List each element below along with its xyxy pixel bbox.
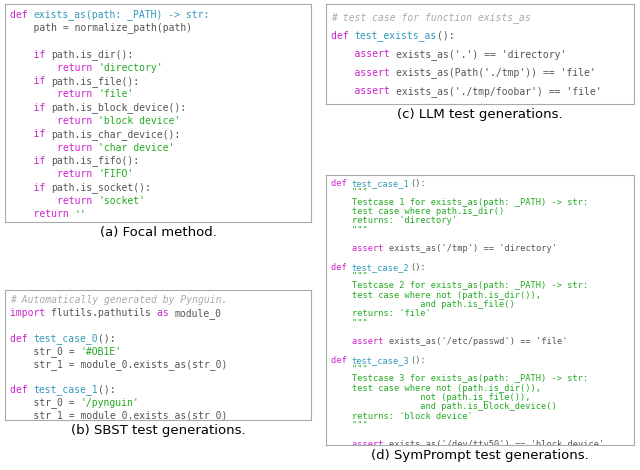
Text: """: """ <box>331 319 368 328</box>
Text: # test case for function exists_as: # test case for function exists_as <box>331 12 531 23</box>
Text: ():: (): <box>410 356 426 365</box>
Text: path = normalize_path(path): path = normalize_path(path) <box>10 23 192 33</box>
Text: return: return <box>10 209 75 219</box>
Text: exists_as('.') == 'directory': exists_as('.') == 'directory' <box>396 49 566 60</box>
Text: path.is_file():: path.is_file(): <box>51 76 140 86</box>
Text: def: def <box>331 356 352 365</box>
Text: exists_as('/tmp') == 'directory': exists_as('/tmp') == 'directory' <box>388 244 557 253</box>
Text: and path.is_block_device(): and path.is_block_device() <box>331 402 557 411</box>
Text: return: return <box>10 143 98 153</box>
Text: (a) Focal method.: (a) Focal method. <box>100 226 216 239</box>
Text: flutils.pathutils: flutils.pathutils <box>51 308 157 318</box>
Text: exists_as('/etc/passwd') == 'file': exists_as('/etc/passwd') == 'file' <box>388 337 567 346</box>
Text: assert: assert <box>331 439 388 448</box>
Text: test_case_0: test_case_0 <box>33 333 98 344</box>
Text: def: def <box>10 334 33 344</box>
Text: (d) SymPrompt test generations.: (d) SymPrompt test generations. <box>371 449 589 462</box>
Text: test_case_2: test_case_2 <box>352 263 410 272</box>
Text: test case where not (path.is_dir()),: test case where not (path.is_dir()), <box>331 384 541 393</box>
Text: if: if <box>10 49 51 60</box>
Text: path.is_block_device():: path.is_block_device(): <box>51 102 186 113</box>
Text: '/pynguin': '/pynguin' <box>81 398 140 408</box>
Text: Testcase 2 for exists_as(path: _PATH) -> str:: Testcase 2 for exists_as(path: _PATH) ->… <box>331 282 588 290</box>
Text: assert: assert <box>331 337 388 346</box>
Text: test_case_1: test_case_1 <box>352 179 410 188</box>
Text: module_0: module_0 <box>175 308 221 319</box>
Text: if: if <box>10 76 51 86</box>
Text: assert: assert <box>331 244 388 253</box>
Text: and path.is_file(): and path.is_file() <box>331 300 515 309</box>
Text: assert: assert <box>331 86 396 96</box>
Text: return: return <box>10 169 98 179</box>
Text: str_1 = module_0.exists_as(str_0): str_1 = module_0.exists_as(str_0) <box>10 410 227 421</box>
Text: 'socket': 'socket' <box>98 196 145 206</box>
Text: """: """ <box>331 421 368 430</box>
Text: ():: (): <box>98 385 116 395</box>
Text: as: as <box>157 308 175 318</box>
Text: def: def <box>10 10 33 20</box>
Text: test_case_1: test_case_1 <box>33 384 98 395</box>
Text: returns: 'directory': returns: 'directory' <box>331 216 457 225</box>
Text: returns: 'block device': returns: 'block device' <box>331 412 473 421</box>
Text: str_0 =: str_0 = <box>10 397 81 408</box>
Text: '#OB1E': '#OB1E' <box>81 346 122 357</box>
Text: def: def <box>331 179 352 188</box>
Text: path.is_char_device():: path.is_char_device(): <box>51 129 180 140</box>
Text: import: import <box>10 308 51 318</box>
Text: test_case_3: test_case_3 <box>352 356 410 365</box>
Text: ():: (): <box>436 31 454 41</box>
Text: test case where path.is_dir(): test case where path.is_dir() <box>331 207 504 216</box>
Text: """: """ <box>331 365 368 374</box>
Text: """: """ <box>331 188 368 197</box>
Text: if: if <box>10 103 51 113</box>
Text: """: """ <box>331 272 368 281</box>
Text: 'file': 'file' <box>98 89 133 100</box>
Text: 'FIFO': 'FIFO' <box>98 169 133 179</box>
Text: returns: 'file': returns: 'file' <box>331 309 431 318</box>
Text: ():: (): <box>410 179 426 188</box>
Text: test case where not (path.is_dir()),: test case where not (path.is_dir()), <box>331 291 541 300</box>
Text: str_0 =: str_0 = <box>10 346 81 357</box>
Text: path.is_fifo():: path.is_fifo(): <box>51 156 140 166</box>
Text: if: if <box>10 156 51 166</box>
Text: Testcase 3 for exists_as(path: _PATH) -> str:: Testcase 3 for exists_as(path: _PATH) ->… <box>331 375 588 384</box>
Text: (path: _PATH) -> str:: (path: _PATH) -> str: <box>86 9 210 20</box>
Text: return: return <box>10 89 98 100</box>
Text: 'directory': 'directory' <box>98 63 163 73</box>
Text: 'char device': 'char device' <box>98 143 175 153</box>
Text: ():: (): <box>410 263 426 272</box>
Text: str_1 = module_0.exists_as(str_0): str_1 = module_0.exists_as(str_0) <box>10 359 227 370</box>
Text: exists_as('./tmp/foobar') == 'file': exists_as('./tmp/foobar') == 'file' <box>396 86 601 97</box>
Text: exists_as(Path('./tmp')) == 'file': exists_as(Path('./tmp')) == 'file' <box>396 67 595 78</box>
Text: path.is_dir():: path.is_dir(): <box>51 49 133 60</box>
Text: path.is_socket():: path.is_socket(): <box>51 182 151 193</box>
Text: assert: assert <box>331 49 396 59</box>
Text: if: if <box>10 182 51 193</box>
Text: # Automatically generated by Pynguin.: # Automatically generated by Pynguin. <box>10 296 227 306</box>
Text: (b) SBST test generations.: (b) SBST test generations. <box>70 424 245 437</box>
Text: ():: (): <box>98 334 116 344</box>
Text: exists_as: exists_as <box>33 9 86 20</box>
Text: '': '' <box>75 209 86 219</box>
Text: exists_as('/dev/tty50') == 'block device': exists_as('/dev/tty50') == 'block device… <box>388 439 604 448</box>
Text: not (path.is_file()),: not (path.is_file()), <box>331 393 531 402</box>
Text: return: return <box>10 196 98 206</box>
Text: Testcase 1 for exists_as(path: _PATH) -> str:: Testcase 1 for exists_as(path: _PATH) ->… <box>331 198 588 207</box>
Text: if: if <box>10 129 51 139</box>
Text: (c) LLM test generations.: (c) LLM test generations. <box>397 108 563 121</box>
Text: return: return <box>10 116 98 126</box>
Text: assert: assert <box>331 68 396 78</box>
Text: """: """ <box>331 226 368 235</box>
Text: test_exists_as: test_exists_as <box>355 30 436 41</box>
Text: def: def <box>10 385 33 395</box>
Text: def: def <box>331 263 352 272</box>
Text: def: def <box>331 31 355 41</box>
Text: return: return <box>10 63 98 73</box>
Text: 'block device': 'block device' <box>98 116 180 126</box>
